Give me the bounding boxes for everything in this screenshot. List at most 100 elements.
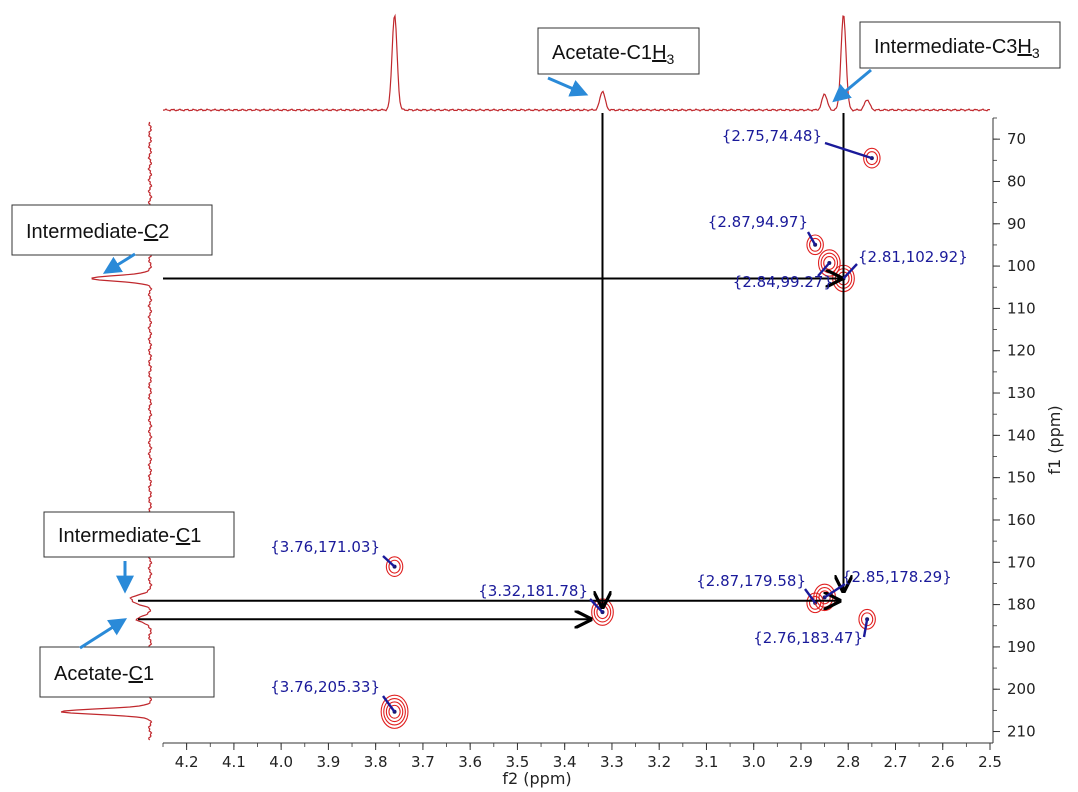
peak-labels: {2.75,74.48} {2.87,94.97} {2.81,102.92} {2.… xyxy=(270,127,968,713)
peak-label: {2.81,102.92} xyxy=(858,248,968,266)
peak-label-pointer xyxy=(817,262,831,277)
callout-label-index: 1 xyxy=(143,663,154,685)
peak-label-pointer xyxy=(862,619,869,638)
axes-layer: 4.2 4.1 4.0 3.9 3.8 3.7 3.6 3.5 3.4 3.3 3.2 3.1 3.0 2… xyxy=(162,117,1036,771)
callout-label-atom: H xyxy=(1017,36,1031,58)
callout-label-atom: C xyxy=(176,525,190,547)
callout-arrow xyxy=(547,76,589,97)
assignment-callout: Intermediate-C1 xyxy=(43,511,235,594)
peak-label: {3.76,171.03} xyxy=(270,538,380,556)
peak-label: {2.76,183.47} xyxy=(753,629,863,647)
peak-label: {2.87,94.97} xyxy=(708,213,808,231)
contour-ring xyxy=(806,234,824,256)
callout-box xyxy=(43,511,235,558)
y-tick-label: 210 xyxy=(1007,723,1036,741)
callout-label: Intermediate-C1 xyxy=(58,525,201,547)
callout-box xyxy=(11,204,213,256)
callout-label-text: Intermediate- xyxy=(58,525,176,547)
callout-label-text: Intermediate-C3 xyxy=(874,36,1017,58)
y-tick-label: 190 xyxy=(1007,638,1036,656)
peak-label-pointer xyxy=(382,695,396,713)
callout-label: Acetate-C1 xyxy=(54,663,154,685)
callout-label-atom: H xyxy=(652,42,666,64)
callout-arrow xyxy=(832,68,872,103)
y-tick-label: 90 xyxy=(1007,215,1026,233)
y-tick-label: 130 xyxy=(1007,384,1036,402)
callout-label: Acetate-C1H3 xyxy=(552,42,675,67)
x-tick-label: 4.2 xyxy=(175,753,199,771)
y-tick-label: 80 xyxy=(1007,172,1026,190)
peak-label-pointer xyxy=(806,231,817,246)
x-tick-label: 4.0 xyxy=(269,753,293,771)
contour-ring xyxy=(858,608,876,630)
peak-label: {2.85,178.29} xyxy=(842,568,952,586)
contour-ring xyxy=(388,704,401,719)
callout-box xyxy=(859,21,1061,69)
assignment-callout: Intermediate-C3H3 xyxy=(832,21,1061,103)
callout-box xyxy=(537,27,700,75)
callout-label-text: Acetate-C1 xyxy=(552,42,652,64)
assignment-callout: Intermediate-C2 xyxy=(11,204,213,274)
x-tick-label: 3.8 xyxy=(364,753,388,771)
contour-ring xyxy=(823,256,836,270)
assignment-callout: Acetate-C1H3 xyxy=(537,27,700,97)
x-tick-label: 3.3 xyxy=(600,753,624,771)
correlation-arrows xyxy=(138,113,844,619)
peak-label: {3.76,205.33} xyxy=(270,678,380,696)
x-tick-label: 2.7 xyxy=(884,753,908,771)
y-tick-label: 100 xyxy=(1007,257,1036,275)
f2-projection-spectrum xyxy=(163,13,991,112)
peak-label-pointer xyxy=(589,598,604,613)
callout-label: Intermediate-C3H3 xyxy=(874,36,1040,61)
y-tick-label: 110 xyxy=(1007,299,1036,317)
contour-peak xyxy=(380,694,409,729)
contour-ring xyxy=(388,559,401,574)
y-tick-label: 150 xyxy=(1007,469,1036,487)
contour-ring xyxy=(380,694,409,729)
callout-label-atom: C xyxy=(144,221,158,243)
x-tick-label: 3.5 xyxy=(505,753,529,771)
x-tick-label: 3.0 xyxy=(742,753,766,771)
contour-ring xyxy=(385,701,404,723)
callout-label-text: Acetate- xyxy=(54,663,128,685)
assignment-callout: Acetate-C1 xyxy=(39,618,215,698)
x-tick-label: 3.9 xyxy=(316,753,340,771)
x-tick-label: 2.8 xyxy=(836,753,860,771)
peak-label: {3.32,181.78} xyxy=(478,582,588,600)
peak-label-pointer xyxy=(824,141,873,160)
x-tick-label: 3.7 xyxy=(411,753,435,771)
y-tick-label: 200 xyxy=(1007,680,1036,698)
contour-ring xyxy=(863,147,881,169)
x-tick-label: 3.4 xyxy=(553,753,577,771)
x-tick-label: 2.6 xyxy=(931,753,955,771)
peak-label: {2.87,179.58} xyxy=(696,572,806,590)
y-tick-label: 140 xyxy=(1007,426,1036,444)
y-tick-label: 70 xyxy=(1007,130,1026,148)
assignment-callouts: Acetate-C1H3Intermediate-C3H3Intermediat… xyxy=(11,21,1061,698)
peak-label: {2.84,99.27} xyxy=(733,273,833,291)
callout-label-atom: C xyxy=(128,663,142,685)
callout-box xyxy=(39,646,215,698)
x-tick-label: 4.1 xyxy=(222,753,246,771)
x-tick-label: 3.2 xyxy=(647,753,671,771)
callout-label: Intermediate-C2 xyxy=(26,221,169,243)
contour-ring xyxy=(385,556,404,577)
x-tick-label: 2.5 xyxy=(978,753,1002,771)
y-tick-label: 180 xyxy=(1007,596,1036,614)
contour-ring xyxy=(865,151,879,166)
x-tick-label: 3.1 xyxy=(695,753,719,771)
callout-arrow xyxy=(79,618,128,650)
x-tick-label: 3.6 xyxy=(458,753,482,771)
callout-label-index: 1 xyxy=(190,525,201,547)
peak-label-pointer xyxy=(804,588,817,604)
peak-label-pointer xyxy=(382,555,396,568)
contour-ring xyxy=(383,698,406,726)
x-axis-title: f2 (ppm) xyxy=(502,769,571,788)
x-tick-label: 2.9 xyxy=(789,753,813,771)
callout-label-index: 3 xyxy=(1032,45,1040,61)
peak-label: {2.75,74.48} xyxy=(722,127,822,145)
y-axis-title: f1 (ppm) xyxy=(1045,405,1064,474)
contour-ring xyxy=(808,237,822,252)
peak-label-pointer xyxy=(842,263,858,280)
